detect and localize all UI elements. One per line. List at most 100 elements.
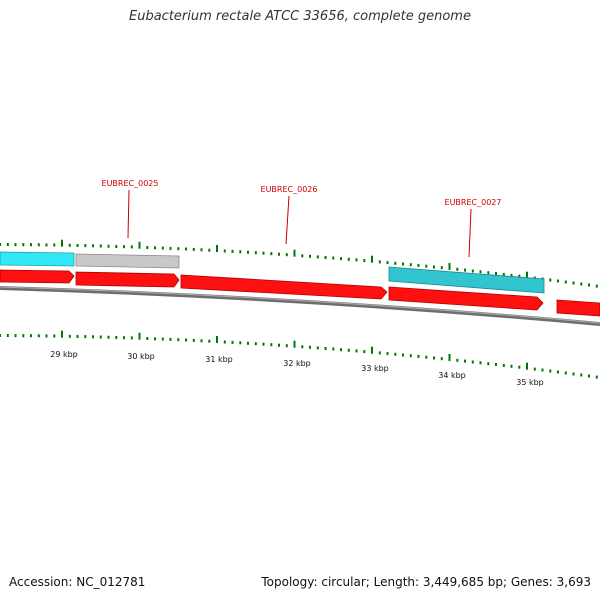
minor-tick-mark	[231, 340, 234, 344]
minor-tick-mark	[479, 270, 482, 274]
minor-tick-mark	[92, 335, 94, 339]
minor-tick-mark	[223, 249, 226, 253]
minor-tick-mark	[588, 374, 590, 378]
minor-tick-mark	[355, 258, 358, 262]
major-tick-mark	[61, 330, 63, 338]
minor-tick-mark	[161, 246, 164, 250]
minor-tick-mark	[332, 347, 335, 351]
minor-tick-mark	[324, 256, 327, 259]
kbp-label-31: 31 kbp	[205, 355, 233, 364]
major-tick-mark	[216, 336, 218, 343]
gene-label-0027[interactable]: EUBREC_0027	[445, 198, 502, 207]
minor-tick-mark	[208, 248, 211, 252]
minor-tick-mark	[130, 245, 133, 249]
minor-tick-mark	[84, 244, 87, 248]
minor-tick-mark	[464, 268, 466, 272]
minor-tick-mark	[285, 253, 288, 257]
accession-text: Accession: NC_012781	[9, 575, 146, 589]
minor-tick-mark	[14, 243, 17, 247]
minor-tick-mark	[76, 244, 79, 247]
minor-tick-mark	[417, 354, 420, 358]
minor-tick-mark	[518, 365, 521, 369]
minor-tick-mark	[239, 250, 242, 254]
minor-tick-mark	[6, 334, 9, 337]
minor-tick-mark	[309, 254, 311, 258]
minor-tick-mark	[595, 284, 598, 288]
minor-tick-mark	[37, 243, 40, 247]
minor-tick-mark	[425, 355, 428, 359]
minor-tick-mark	[378, 351, 381, 355]
minor-tick-mark	[270, 343, 273, 347]
minor-tick-mark	[541, 368, 544, 372]
minor-tick-mark	[45, 243, 48, 247]
minor-tick-mark	[99, 244, 102, 248]
minor-tick-mark	[192, 247, 195, 251]
genome-summary-text: Topology: circular; Length: 3,449,685 bp…	[261, 575, 591, 589]
feature-cds-forward-3[interactable]	[180, 274, 388, 300]
minor-tick-mark	[53, 243, 56, 247]
feature-cds-forward-5[interactable]	[556, 299, 600, 317]
minor-tick-mark	[22, 243, 25, 247]
minor-tick-mark	[231, 249, 234, 253]
minor-tick-mark	[402, 262, 404, 266]
minor-tick-mark	[30, 334, 32, 338]
map-title: Eubacterium rectale ATCC 33656, complete…	[129, 9, 471, 24]
minor-tick-mark	[247, 341, 249, 345]
minor-tick-mark	[301, 345, 304, 349]
minor-tick-mark	[471, 269, 474, 273]
major-tick-mark	[216, 245, 218, 252]
minor-tick-mark	[464, 359, 466, 363]
feature-cds-reverse-0027[interactable]	[388, 266, 545, 294]
major-tick-mark	[526, 362, 528, 370]
minor-tick-mark	[409, 354, 412, 358]
feature-other-0025[interactable]	[75, 253, 180, 269]
minor-tick-mark	[53, 334, 56, 338]
minor-tick-mark	[557, 370, 559, 374]
kbp-label-34: 34 kbp	[438, 371, 466, 380]
minor-tick-mark	[510, 273, 513, 277]
minor-tick-mark	[115, 336, 118, 339]
minor-tick-mark	[169, 337, 172, 341]
feature-cds-forward-4[interactable]	[388, 286, 544, 311]
major-tick-mark	[371, 346, 373, 354]
genome-backbone	[0, 286, 600, 326]
minor-tick-mark	[363, 259, 366, 263]
minor-tick-mark	[0, 243, 1, 246]
minor-tick-mark	[425, 264, 428, 268]
minor-tick-mark	[278, 252, 280, 256]
minor-tick-mark	[363, 350, 366, 354]
minor-tick-mark	[386, 261, 389, 265]
minor-tick-mark	[37, 334, 40, 338]
kbp-label-30: 30 kbp	[127, 352, 155, 361]
minor-tick-mark	[76, 335, 79, 338]
minor-tick-mark	[247, 250, 249, 254]
minor-tick-mark	[324, 347, 327, 350]
kbp-label-35: 35 kbp	[516, 378, 544, 387]
minor-tick-mark	[557, 279, 559, 283]
kbp-label-32: 32 kbp	[283, 359, 311, 368]
minor-tick-mark	[518, 274, 521, 278]
minor-tick-mark	[6, 243, 9, 246]
minor-tick-mark	[316, 255, 319, 259]
minor-tick-mark	[417, 263, 420, 267]
minor-tick-mark	[270, 252, 273, 256]
minor-tick-mark	[208, 339, 211, 343]
minor-tick-mark	[332, 256, 335, 260]
feature-cds-forward-1[interactable]	[0, 269, 75, 284]
feature-cds-reverse-0024[interactable]	[0, 251, 75, 267]
major-tick-mark	[526, 271, 528, 279]
minor-tick-mark	[378, 260, 381, 264]
minor-tick-mark	[0, 334, 1, 337]
minor-tick-mark	[262, 342, 265, 346]
minor-tick-mark	[14, 334, 17, 338]
gene-label-0026[interactable]: EUBREC_0026	[261, 185, 318, 194]
minor-tick-mark	[301, 254, 304, 258]
minor-tick-mark	[487, 362, 490, 366]
minor-tick-mark	[177, 247, 180, 251]
minor-tick-mark	[154, 337, 156, 341]
feature-cds-forward-2[interactable]	[75, 271, 180, 288]
gene-label-0025[interactable]: EUBREC_0025	[102, 179, 159, 188]
minor-tick-mark	[340, 348, 342, 352]
major-tick-mark	[293, 249, 296, 257]
